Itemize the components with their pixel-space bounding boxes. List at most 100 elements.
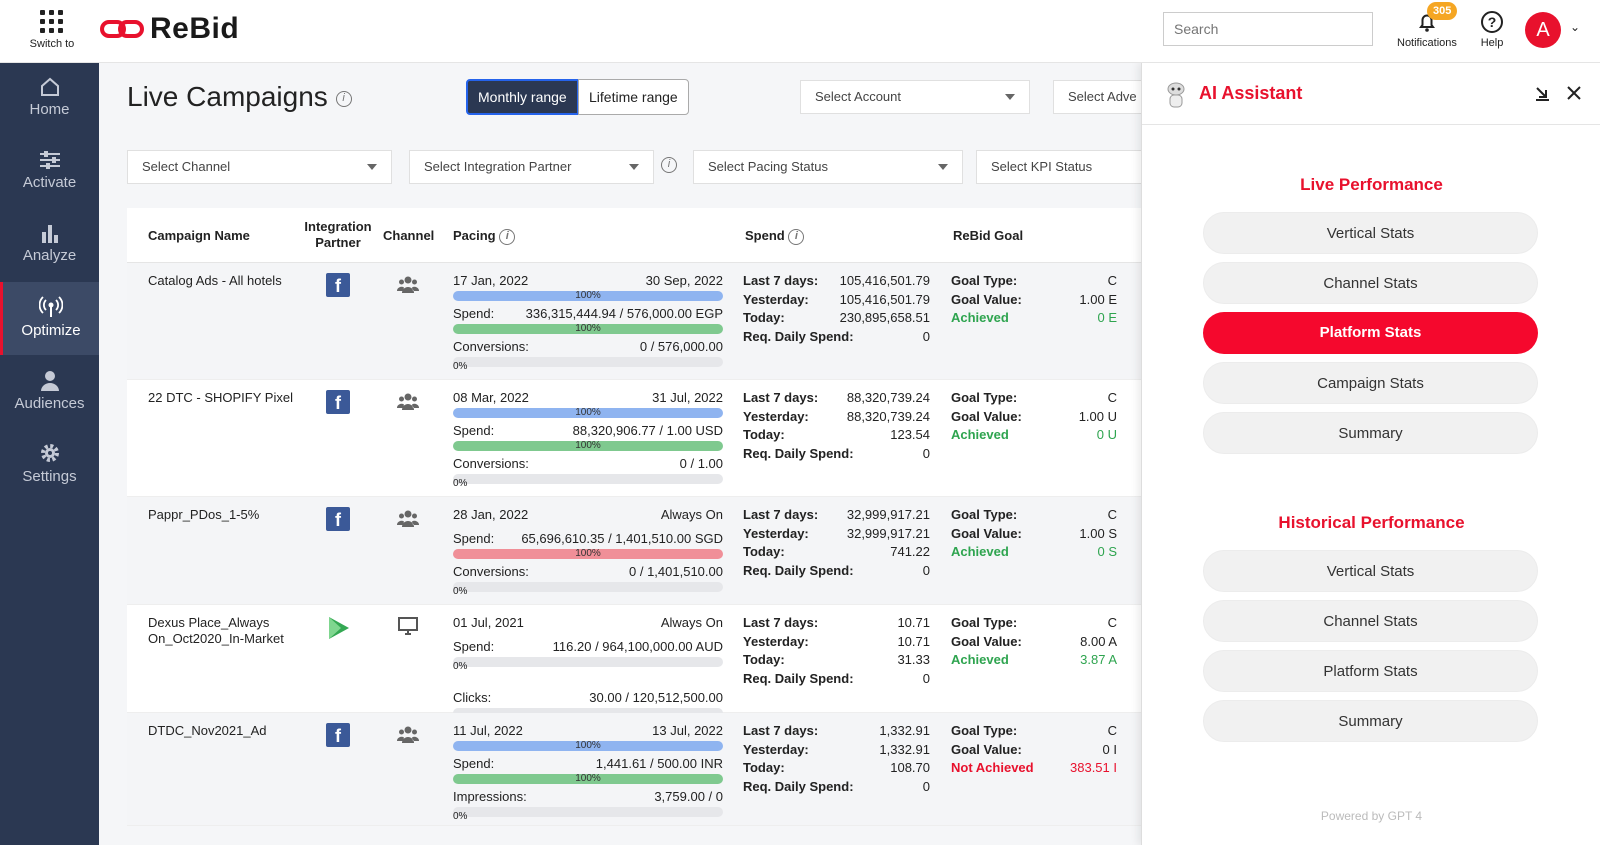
metric-value: 0 / 1.00 [679, 456, 723, 471]
campaign-name[interactable]: Catalog Ads - All hotels [148, 273, 282, 288]
ai-live-channel-stats-button[interactable]: Channel Stats [1203, 262, 1538, 304]
metric-value: 0 / 1,401,510.00 [629, 564, 723, 579]
time-progress-bar: 100% [453, 741, 723, 751]
help-button[interactable]: ? Help [1480, 10, 1504, 49]
col-campaign-name[interactable]: Campaign Name [148, 228, 250, 243]
ai-live-summary-button[interactable]: Summary [1203, 412, 1538, 454]
minimize-icon[interactable] [1534, 85, 1550, 101]
spend-last7-label: Last 7 days: [743, 390, 819, 405]
kpi-status-select[interactable]: Select KPI Status [976, 150, 1141, 184]
spend-last7-label: Last 7 days: [743, 723, 819, 738]
col-channel[interactable]: Channel [383, 228, 435, 243]
pacing-spend: Spend: 336,315,444.94 / 576,000.00 EGP [453, 306, 723, 321]
ai-historical-channel-stats-button[interactable]: Channel Stats [1203, 600, 1538, 642]
spend-last7-value: 1,332.91 [879, 723, 930, 738]
col-integration-partner[interactable]: Integration Partner [304, 219, 372, 250]
metric-progress-pct: 0% [453, 478, 468, 489]
search-input[interactable] [1163, 12, 1373, 46]
sidebar-item-analyze[interactable]: Analyze [0, 209, 99, 282]
metric-progress-bar [453, 357, 723, 367]
campaign-name[interactable]: 22 DTC - SHOPIFY Pixel [148, 390, 293, 405]
switch-app-button[interactable]: Switch to [24, 10, 80, 50]
time-progress-bar: 100% [453, 291, 723, 301]
rebid-logo[interactable]: ReBid [100, 12, 239, 46]
campaign-name[interactable]: Dexus Place_Always On_Oct2020_In-Market [148, 615, 284, 646]
chevron-down-icon [629, 164, 639, 170]
table-row[interactable]: 22 DTC - SHOPIFY Pixel f 08 Mar, 2022 31 Ju… [127, 380, 1141, 497]
sidebar-item-activate[interactable]: Activate [0, 136, 99, 209]
page-title-text: Live Campaigns [127, 81, 328, 112]
monthly-range-toggle[interactable]: Monthly range [466, 79, 579, 115]
spend-req-label: Req. Daily Spend: [743, 445, 854, 461]
info-icon[interactable]: i [661, 157, 677, 173]
spend-req-value: 0 [922, 670, 930, 686]
table-row[interactable]: Catalog Ads - All hotels f 17 Jan, 2022 30 … [127, 263, 1141, 380]
spend-last7-label: Last 7 days: [743, 507, 819, 522]
sidebar-item-audiences[interactable]: Audiences [0, 355, 99, 428]
sidebar-item-optimize[interactable]: Optimize [0, 282, 99, 355]
home-icon [0, 77, 99, 97]
goal-status-value: 3.87 A [1080, 652, 1117, 667]
channel-select[interactable]: Select Channel [127, 150, 392, 184]
time-progress-bar: 100% [453, 408, 723, 418]
col-rebid-goal[interactable]: ReBid Goal [953, 228, 1024, 243]
goal-status-value: 383.51 I [1070, 760, 1117, 775]
table-row[interactable]: Pappr_PDos_1-5% f 28 Jan, 2022 Always On Spe… [127, 497, 1141, 605]
spend-last7-value: 10.71 [897, 615, 930, 630]
campaign-name[interactable]: Pappr_PDos_1-5% [148, 507, 260, 522]
spend-today-label: Today: [743, 427, 785, 442]
col-spend[interactable]: Spend i [745, 228, 805, 245]
sidebar-item-settings[interactable]: Settings [0, 428, 99, 501]
ai-historical-vertical-stats-button[interactable]: Vertical Stats [1203, 550, 1538, 592]
spend-today-value: 108.70 [890, 760, 930, 775]
pacing-metric: Impressions: 3,759.00 / 0 [453, 789, 723, 804]
pacing-status-select[interactable]: Select Pacing Status [693, 150, 963, 184]
col-pacing[interactable]: Pacing i [453, 228, 516, 245]
account-select[interactable]: Select Account [800, 80, 1030, 114]
table-row[interactable]: DTDC_Nov2021_Ad f 11 Jul, 2022 13 Jul, 2022… [127, 713, 1141, 826]
campaign-name[interactable]: DTDC_Nov2021_Ad [148, 723, 267, 738]
sidebar-item-home[interactable]: Home [0, 63, 99, 136]
link-logo-icon [100, 20, 144, 38]
ai-historical-summary-button[interactable]: Summary [1203, 700, 1538, 742]
goal-value: 1.00 S [1079, 525, 1117, 541]
integration-select-value: Select Integration Partner [424, 159, 572, 174]
goal-type-label: Goal Type: [951, 615, 1018, 630]
goal-value: 8.00 A [1080, 633, 1117, 649]
spend-value: 88,320,906.77 / 1.00 USD [572, 423, 723, 438]
ai-historical-platform-stats-button[interactable]: Platform Stats [1203, 650, 1538, 692]
spend-today-label: Today: [743, 760, 785, 775]
goal-status: Achieved [951, 652, 1009, 667]
chevron-down-icon[interactable]: ⌄ [1570, 20, 1581, 34]
info-icon[interactable]: i [788, 228, 805, 245]
advertiser-select[interactable]: Select Adve [1053, 80, 1141, 114]
lifetime-range-toggle[interactable]: Lifetime range [578, 79, 689, 115]
notifications-button[interactable]: 305 Notifications [1397, 2, 1458, 49]
ai-live-campaign-stats-button[interactable]: Campaign Stats [1203, 362, 1538, 404]
facebook-icon: f [326, 390, 350, 414]
advertiser-select-value: Select Adve [1068, 89, 1137, 104]
avatar[interactable]: A [1525, 12, 1561, 48]
pacing-dates: 11 Jul, 2022 13 Jul, 2022 [453, 723, 723, 738]
spend-cell: Last 7 days: 105,416,501.79 Yesterday: 105,… [743, 273, 930, 353]
info-icon[interactable]: i [335, 90, 352, 107]
spend-yesterday-value: 88,320,739.24 [846, 408, 930, 424]
sliders-icon [0, 150, 99, 170]
metric-value: 3,759.00 / 0 [654, 789, 723, 804]
info-icon[interactable]: i [499, 228, 516, 245]
pacing-dates: 17 Jan, 2022 30 Sep, 2022 [453, 273, 723, 288]
kpi-select-value: Select KPI Status [991, 159, 1093, 174]
ai-live-platform-stats-button[interactable]: Platform Stats [1203, 312, 1538, 354]
svg-text:?: ? [1488, 14, 1497, 30]
goal-type-label: Goal Type: [951, 723, 1018, 738]
start-date: 08 Mar, 2022 [453, 390, 529, 405]
channel-select-value: Select Channel [142, 159, 231, 174]
integration-partner-select[interactable]: Select Integration Partner [409, 150, 654, 184]
pacing-metric: Conversions: 0 / 1,401,510.00 [453, 564, 723, 579]
ai-live-vertical-stats-button[interactable]: Vertical Stats [1203, 212, 1538, 254]
spend-yesterday-value: 32,999,917.21 [846, 525, 930, 541]
help-icon: ? [1481, 11, 1503, 33]
end-date: 30 Sep, 2022 [645, 273, 723, 288]
close-icon[interactable] [1566, 85, 1582, 101]
table-row[interactable]: Dexus Place_Always On_Oct2020_In-Market 0… [127, 605, 1141, 723]
